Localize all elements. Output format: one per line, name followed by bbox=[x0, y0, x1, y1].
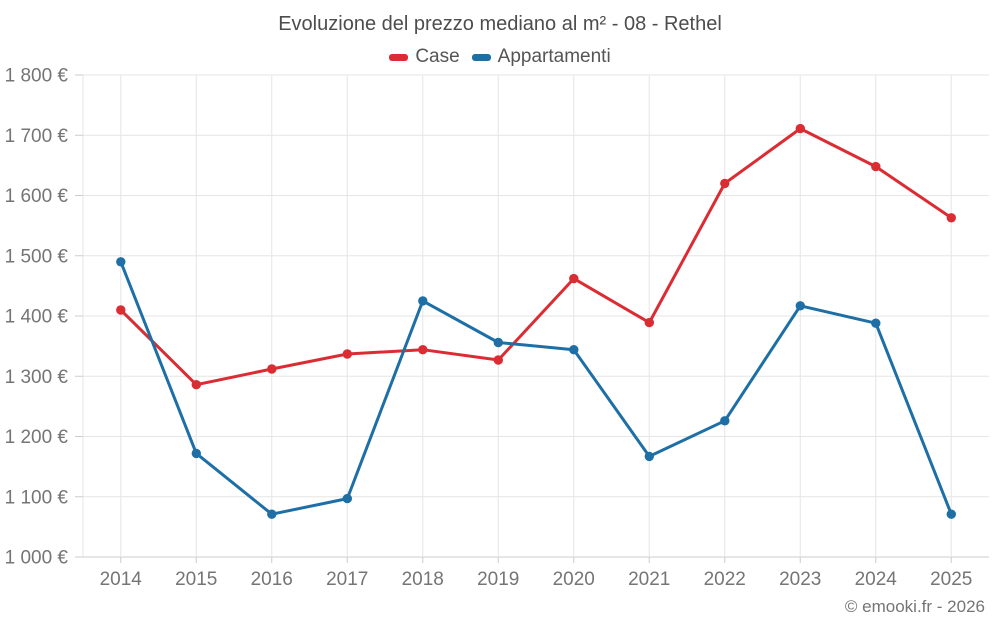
data-point-appartamenti-2016[interactable] bbox=[267, 509, 277, 519]
data-point-appartamenti-2024[interactable] bbox=[871, 318, 881, 328]
legend: Case Appartamenti bbox=[0, 46, 1000, 68]
y-axis-label: 1 500 € bbox=[5, 246, 69, 267]
x-axis-label: 2019 bbox=[477, 569, 519, 590]
series-line-case bbox=[119, 127, 953, 387]
case-series-swatch bbox=[389, 53, 409, 61]
x-axis-label: 2022 bbox=[704, 569, 746, 590]
y-axis-label: 1 800 € bbox=[5, 66, 69, 87]
legend-label-appartamenti: Appartamenti bbox=[497, 46, 611, 67]
y-axis-label: 1 200 € bbox=[5, 427, 69, 448]
x-axis-label: 2017 bbox=[326, 569, 368, 590]
data-point-case-2016[interactable] bbox=[267, 364, 277, 374]
data-point-appartamenti-2025[interactable] bbox=[946, 509, 956, 519]
x-axis-label: 2021 bbox=[628, 569, 670, 590]
data-point-appartamenti-2021[interactable] bbox=[644, 451, 654, 462]
y-axis-label: 1 300 € bbox=[5, 367, 69, 388]
y-axis-label: 1 100 € bbox=[5, 487, 69, 508]
data-point-case-2019[interactable] bbox=[493, 355, 503, 365]
x-axis-label: 2023 bbox=[779, 569, 821, 590]
data-point-appartamenti-2023[interactable] bbox=[795, 301, 805, 311]
data-point-appartamenti-2022[interactable] bbox=[720, 416, 730, 426]
x-axis-label: 2024 bbox=[855, 569, 898, 590]
x-axis-label: 2015 bbox=[175, 569, 217, 590]
series-line-appartamenti bbox=[119, 260, 953, 516]
data-point-case-2018[interactable] bbox=[418, 345, 428, 355]
data-point-case-2021[interactable] bbox=[644, 317, 654, 328]
y-axis-label: 1 600 € bbox=[5, 186, 69, 207]
data-point-case-2017[interactable] bbox=[342, 349, 352, 359]
y-axis-label: 1 700 € bbox=[5, 126, 69, 147]
data-point-appartamenti-2018[interactable] bbox=[418, 296, 428, 306]
x-axis-label: 2020 bbox=[553, 569, 595, 590]
data-point-case-2015[interactable] bbox=[191, 380, 201, 390]
data-point-case-2024[interactable] bbox=[871, 161, 881, 172]
watermark: © emooki.fr - 2026 bbox=[844, 597, 985, 616]
y-axis-label: 1 400 € bbox=[5, 307, 69, 328]
x-axis-label: 2018 bbox=[402, 569, 444, 590]
data-point-case-2022[interactable] bbox=[720, 178, 730, 189]
data-point-case-2023[interactable] bbox=[795, 123, 805, 134]
data-point-appartamenti-2017[interactable] bbox=[342, 493, 352, 504]
data-point-case-2014[interactable] bbox=[116, 305, 126, 315]
data-point-appartamenti-2014[interactable] bbox=[116, 257, 126, 267]
x-axis-label: 2014 bbox=[100, 569, 143, 590]
legend-item-appartamenti[interactable]: Appartamenti bbox=[471, 46, 611, 68]
x-axis-label: 2016 bbox=[251, 569, 293, 590]
x-axis-label: 2025 bbox=[930, 569, 972, 590]
data-point-appartamenti-2019[interactable] bbox=[493, 337, 503, 348]
appartamenti-series-swatch bbox=[471, 53, 491, 61]
data-point-appartamenti-2020[interactable] bbox=[569, 345, 579, 355]
legend-label-case: Case bbox=[415, 46, 460, 67]
data-point-case-2025[interactable] bbox=[946, 213, 956, 223]
data-point-appartamenti-2015[interactable] bbox=[191, 448, 201, 459]
y-axis-label: 1 000 € bbox=[5, 548, 69, 569]
legend-item-case[interactable]: Case bbox=[389, 46, 460, 68]
chart-title: Evoluzione del prezzo mediano al m² - 08… bbox=[278, 13, 722, 35]
data-point-case-2020[interactable] bbox=[569, 273, 579, 284]
